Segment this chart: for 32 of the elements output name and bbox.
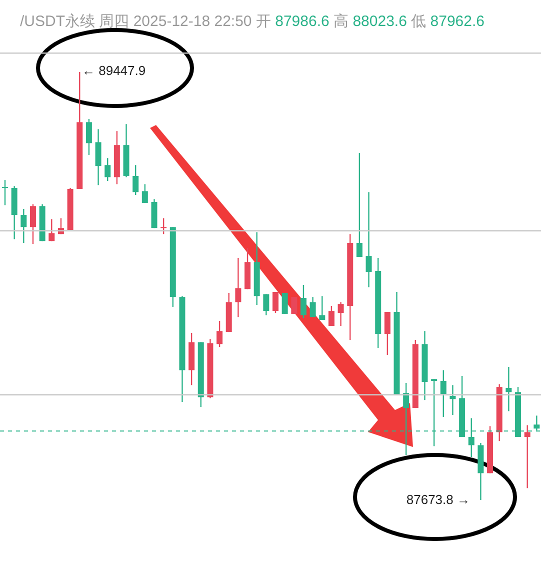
candlestick: [263, 294, 270, 316]
candlestick: [384, 311, 390, 356]
candlestick: [2, 179, 8, 206]
candlestick: [160, 218, 167, 235]
candlestick: [524, 424, 530, 489]
candlestick: [366, 192, 372, 288]
candlestick: [450, 384, 456, 416]
candlestick: [95, 128, 102, 186]
candlestick: [506, 366, 512, 412]
candlestick: [310, 296, 316, 318]
candlestick: [272, 291, 278, 314]
candlestick: [235, 257, 242, 318]
candlestick: [338, 302, 344, 327]
candlestick: [291, 296, 298, 315]
candlestick: [356, 152, 362, 258]
candlestick: [319, 295, 326, 321]
candlestick: [142, 184, 148, 204]
candlestick: [440, 370, 446, 418]
annotation: 87673.8 →: [406, 492, 470, 507]
candlestick: [30, 204, 36, 245]
chart-title: /USDT永续 周四 2025-12-18 22:50: [20, 13, 252, 30]
candlestick: [104, 158, 111, 182]
candlestick: [48, 218, 55, 242]
candlestick: [132, 164, 139, 196]
annotation: ← 89447.9: [82, 63, 146, 78]
candlestick: [300, 284, 306, 319]
candlestick: [282, 292, 288, 315]
chart-subtitle: 开 87986.6 高 88023.6 低 87962.6: [256, 13, 485, 30]
candlestick: [20, 208, 27, 244]
candlestick: [328, 305, 334, 327]
candlestick: [86, 118, 92, 156]
candlestick: [216, 320, 223, 348]
